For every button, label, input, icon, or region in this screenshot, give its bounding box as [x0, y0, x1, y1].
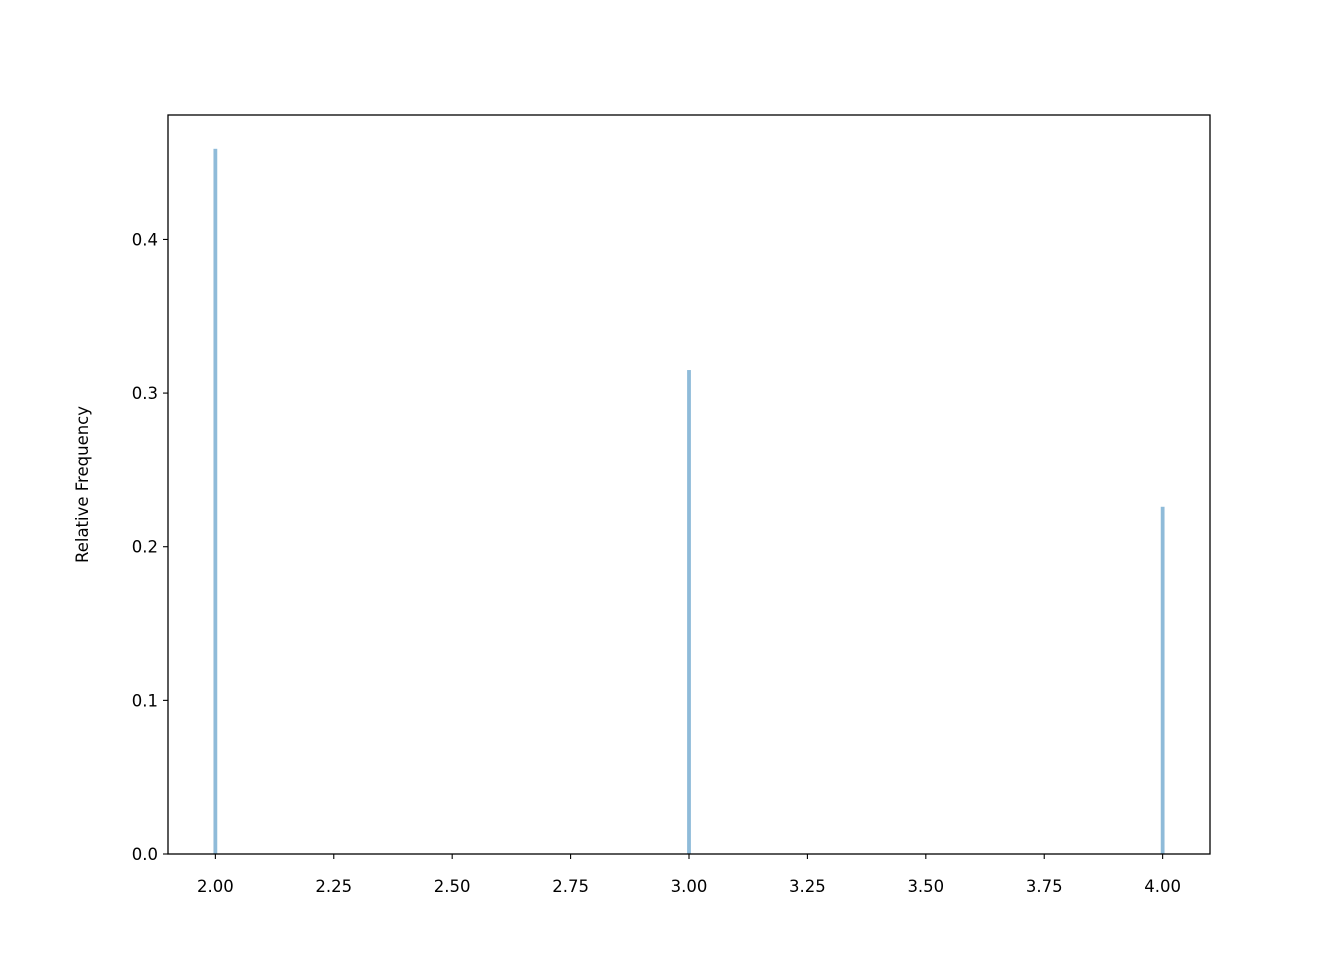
x-tick-label: 2.75	[552, 877, 589, 896]
x-tick-label: 2.00	[197, 877, 234, 896]
y-tick-label: 0.1	[132, 691, 158, 710]
x-tick-label: 2.25	[315, 877, 352, 896]
x-tick-label: 3.00	[671, 877, 708, 896]
x-tick-label: 3.75	[1026, 877, 1063, 896]
bars	[213, 148, 1165, 854]
x-tick-label: 4.00	[1144, 877, 1181, 896]
x-tick-label: 3.25	[789, 877, 826, 896]
y-tick-label: 0.3	[132, 384, 158, 403]
x-axis: 2.00 2.25 2.50 2.75 3.00 3.25 3.50 3.75 4.00	[197, 854, 1181, 896]
y-axis: 0.0 0.1 0.2 0.3 0.4	[132, 230, 168, 864]
bar	[1160, 506, 1165, 854]
y-tick-label: 0.2	[132, 538, 158, 557]
y-tick-label: 0.0	[132, 845, 158, 864]
x-tick-label: 3.50	[907, 877, 944, 896]
y-tick-label: 0.4	[132, 230, 158, 249]
x-tick-label: 2.50	[434, 877, 471, 896]
bar	[213, 148, 218, 854]
y-axis-label: Relative Frequency	[73, 406, 92, 563]
bar	[687, 370, 691, 854]
